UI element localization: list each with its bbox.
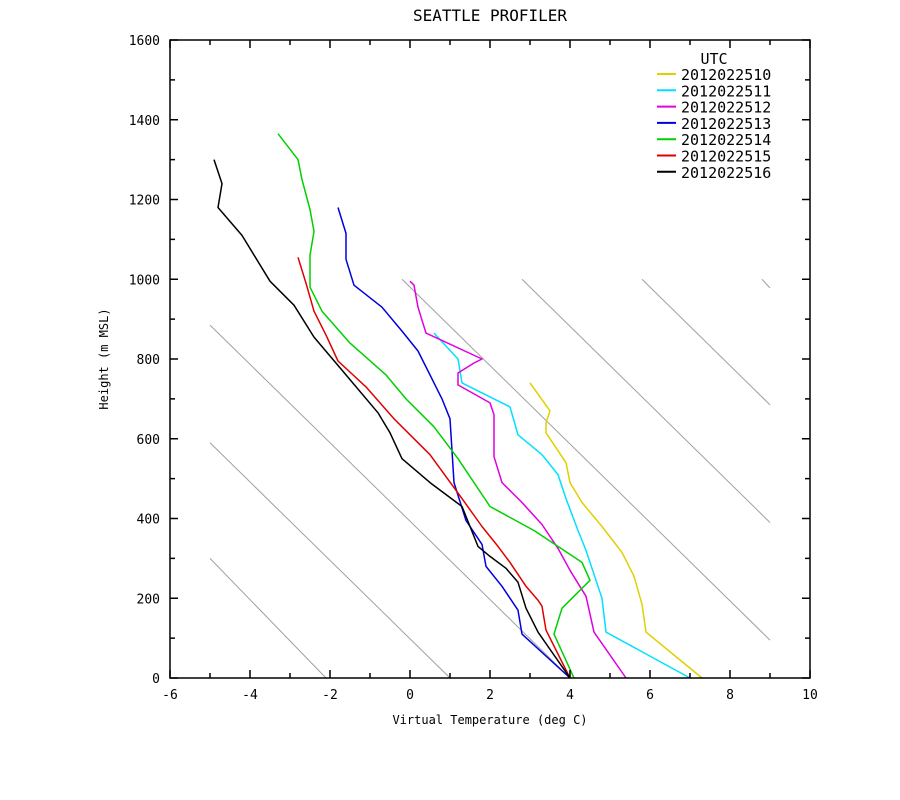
x-axis-label: Virtual Temperature (deg C) — [392, 713, 587, 727]
x-tick-label: -2 — [322, 688, 338, 703]
series-line-2012022512 — [409, 280, 627, 679]
axis-ticks: -6 -4 -2 0 2 4 6 8 10 0 200 400 600 800 1000 1200 1400 16… — [129, 34, 818, 703]
series-line-2012022510 — [529, 382, 703, 679]
reference-line-2 — [209, 324, 571, 679]
legend-label-2012022512: 2012022512 — [681, 99, 771, 117]
series-line-2012022516 — [213, 159, 571, 679]
y-tick-label: 1600 — [129, 34, 160, 49]
legend-label-2012022516: 2012022516 — [681, 164, 771, 182]
x-tick-label: 2 — [486, 688, 494, 703]
background-reference-lines — [209, 278, 771, 679]
x-tick-label: 8 — [726, 688, 734, 703]
x-tick-label: 10 — [802, 688, 818, 703]
y-tick-label: 200 — [137, 592, 160, 607]
legend-label-2012022515: 2012022515 — [681, 148, 771, 166]
reference-line-0 — [209, 558, 327, 679]
reference-line-5 — [641, 278, 771, 406]
x-tick-label: -4 — [242, 688, 258, 703]
y-tick-label: 1200 — [129, 194, 160, 209]
series-line-2012022511 — [433, 332, 691, 679]
legend-label-2012022513: 2012022513 — [681, 115, 771, 133]
reference-line-1 — [209, 442, 451, 679]
legend: UTC 201202251020120225112012022512201202… — [657, 50, 771, 182]
y-tick-label: 600 — [137, 433, 160, 448]
series-line-2012022515 — [297, 257, 571, 679]
series-line-2012022513 — [337, 207, 571, 679]
x-tick-label: 6 — [646, 688, 654, 703]
x-tick-label: 4 — [566, 688, 574, 703]
legend-title: UTC — [700, 50, 727, 68]
series-lines — [213, 133, 703, 679]
y-tick-label: 1000 — [129, 273, 160, 288]
x-tick-label: -6 — [162, 688, 178, 703]
y-tick-label: 0 — [152, 672, 160, 687]
y-axis-label: Height (m MSL) — [97, 308, 111, 409]
reference-line-6 — [761, 278, 771, 289]
chart-title: SEATTLE PROFILER — [413, 6, 567, 25]
legend-label-2012022511: 2012022511 — [681, 82, 771, 100]
reference-line-4 — [521, 278, 771, 523]
legend-label-2012022510: 2012022510 — [681, 66, 771, 84]
legend-label-2012022514: 2012022514 — [681, 131, 771, 149]
x-tick-label: 0 — [406, 688, 414, 703]
reference-line-3 — [401, 278, 771, 641]
y-tick-label: 1400 — [129, 114, 160, 129]
y-tick-label: 400 — [137, 513, 160, 528]
series-line-2012022514 — [277, 133, 591, 679]
y-tick-label: 800 — [137, 353, 160, 368]
